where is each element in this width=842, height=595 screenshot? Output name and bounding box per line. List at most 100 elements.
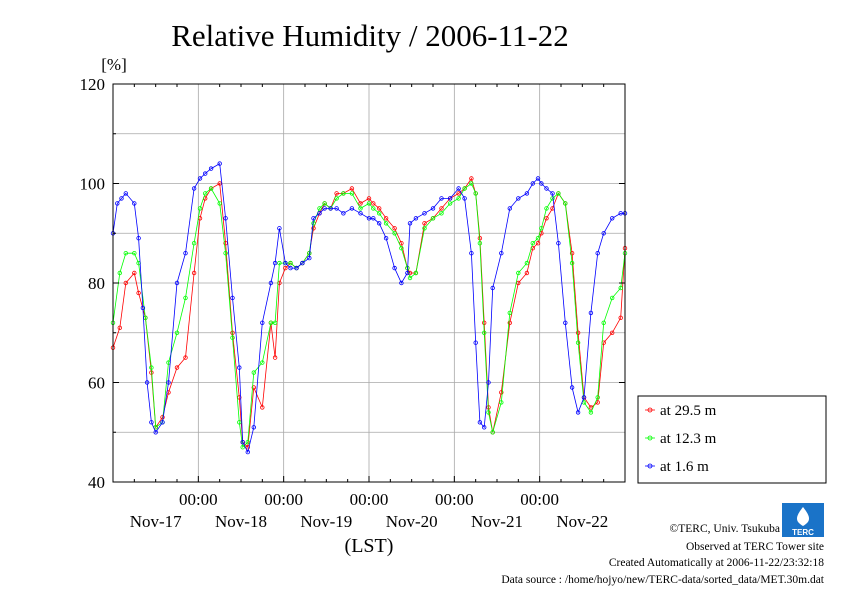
data-point bbox=[407, 275, 413, 281]
data-point bbox=[208, 166, 214, 171]
axes: 40 60 80 100 120 00:00 00:00 00:00 00:00 00:00 Nov… bbox=[80, 75, 625, 531]
data-point bbox=[272, 355, 278, 360]
data-point bbox=[311, 226, 316, 231]
data-point bbox=[272, 260, 278, 266]
data-point bbox=[183, 355, 188, 360]
copyright-text: ©TERC, Univ. Tsukuba bbox=[670, 523, 780, 535]
data-point bbox=[422, 221, 427, 226]
data-point bbox=[601, 231, 606, 236]
data-point bbox=[358, 206, 363, 211]
data-point bbox=[377, 221, 382, 226]
data-point bbox=[563, 201, 568, 206]
data-point bbox=[294, 265, 299, 271]
data-point bbox=[524, 191, 530, 196]
data-point bbox=[237, 420, 242, 425]
data-point bbox=[153, 430, 158, 435]
data-point bbox=[499, 390, 504, 395]
data-point bbox=[349, 206, 355, 211]
data-point bbox=[490, 430, 495, 435]
data-point bbox=[507, 310, 512, 316]
day-label: Nov-20 bbox=[386, 512, 438, 531]
data-point bbox=[136, 235, 141, 241]
data-point bbox=[260, 360, 265, 365]
x-tick-label: 00:00 bbox=[350, 490, 389, 509]
data-point bbox=[383, 216, 389, 221]
data-point bbox=[477, 420, 483, 425]
data-point bbox=[251, 385, 256, 390]
data-point bbox=[366, 196, 372, 201]
data-point bbox=[191, 270, 197, 276]
data-point bbox=[469, 181, 474, 186]
data-point bbox=[166, 380, 171, 385]
data-point bbox=[499, 400, 504, 405]
data-point bbox=[430, 206, 436, 211]
logo-text: TERC bbox=[792, 528, 814, 537]
data-point bbox=[251, 425, 256, 430]
data-point bbox=[149, 365, 154, 370]
data-point bbox=[174, 365, 180, 370]
data-point bbox=[610, 216, 615, 221]
data-point bbox=[217, 161, 222, 166]
data-point bbox=[191, 240, 197, 246]
data-point bbox=[407, 221, 413, 226]
data-point bbox=[430, 216, 436, 221]
data-point bbox=[405, 270, 410, 276]
x-tick-label: 00:00 bbox=[179, 490, 218, 509]
x-tick-label: 00:00 bbox=[520, 490, 559, 509]
data-point bbox=[117, 325, 122, 330]
data-point bbox=[473, 191, 478, 196]
data-point bbox=[569, 385, 575, 390]
data-point bbox=[149, 420, 154, 425]
data-point bbox=[217, 201, 222, 206]
data-point bbox=[392, 226, 397, 231]
data-point bbox=[383, 235, 389, 241]
day-label: Nov-19 bbox=[300, 512, 352, 531]
data-point bbox=[245, 440, 250, 445]
data-point bbox=[123, 280, 128, 286]
legend-label: at 1.6 m bbox=[660, 459, 709, 475]
terc-logo: TERC bbox=[782, 503, 824, 537]
data-point bbox=[140, 305, 146, 311]
data-point bbox=[132, 270, 137, 276]
data-point bbox=[240, 445, 245, 450]
legend: at 29.5 m at 12.3 m at 1.6 m bbox=[637, 395, 827, 484]
data-point bbox=[230, 335, 235, 340]
x-tick-label: 00:00 bbox=[435, 490, 474, 509]
data-point bbox=[349, 191, 355, 196]
data-point bbox=[610, 330, 615, 335]
y-axis-unit: [%] bbox=[101, 55, 126, 74]
data-point bbox=[610, 295, 615, 301]
data-point bbox=[422, 226, 427, 231]
data-point bbox=[618, 285, 623, 291]
data-point bbox=[358, 211, 363, 216]
data-point bbox=[245, 445, 250, 450]
data-point bbox=[595, 395, 600, 400]
data-point bbox=[311, 216, 316, 221]
data-point bbox=[183, 250, 188, 256]
data-point bbox=[601, 320, 606, 325]
legend-label: at 29.5 m bbox=[660, 403, 717, 419]
data-point bbox=[208, 186, 214, 191]
day-label: Nov-18 bbox=[215, 512, 267, 531]
data-point bbox=[618, 211, 623, 216]
data-point bbox=[174, 330, 180, 335]
data-point bbox=[202, 171, 208, 176]
data-point bbox=[268, 280, 274, 286]
data-point bbox=[575, 330, 581, 335]
data-point bbox=[539, 226, 544, 231]
created-text: Created Automatically at 2006-11-22/23:3… bbox=[609, 557, 824, 569]
data-point bbox=[413, 216, 419, 221]
day-label: Nov-22 bbox=[556, 512, 608, 531]
y-tick-label: 80 bbox=[88, 274, 105, 293]
data-point bbox=[469, 250, 474, 256]
data-point bbox=[317, 206, 322, 211]
data-point bbox=[392, 265, 397, 271]
data-point bbox=[392, 231, 397, 236]
data-point bbox=[328, 206, 333, 211]
data-point bbox=[371, 216, 376, 221]
data-point bbox=[341, 211, 346, 216]
data-point bbox=[132, 250, 137, 256]
legend-swatch-marker bbox=[647, 463, 653, 469]
data-point bbox=[223, 250, 228, 256]
data-point bbox=[595, 400, 600, 405]
